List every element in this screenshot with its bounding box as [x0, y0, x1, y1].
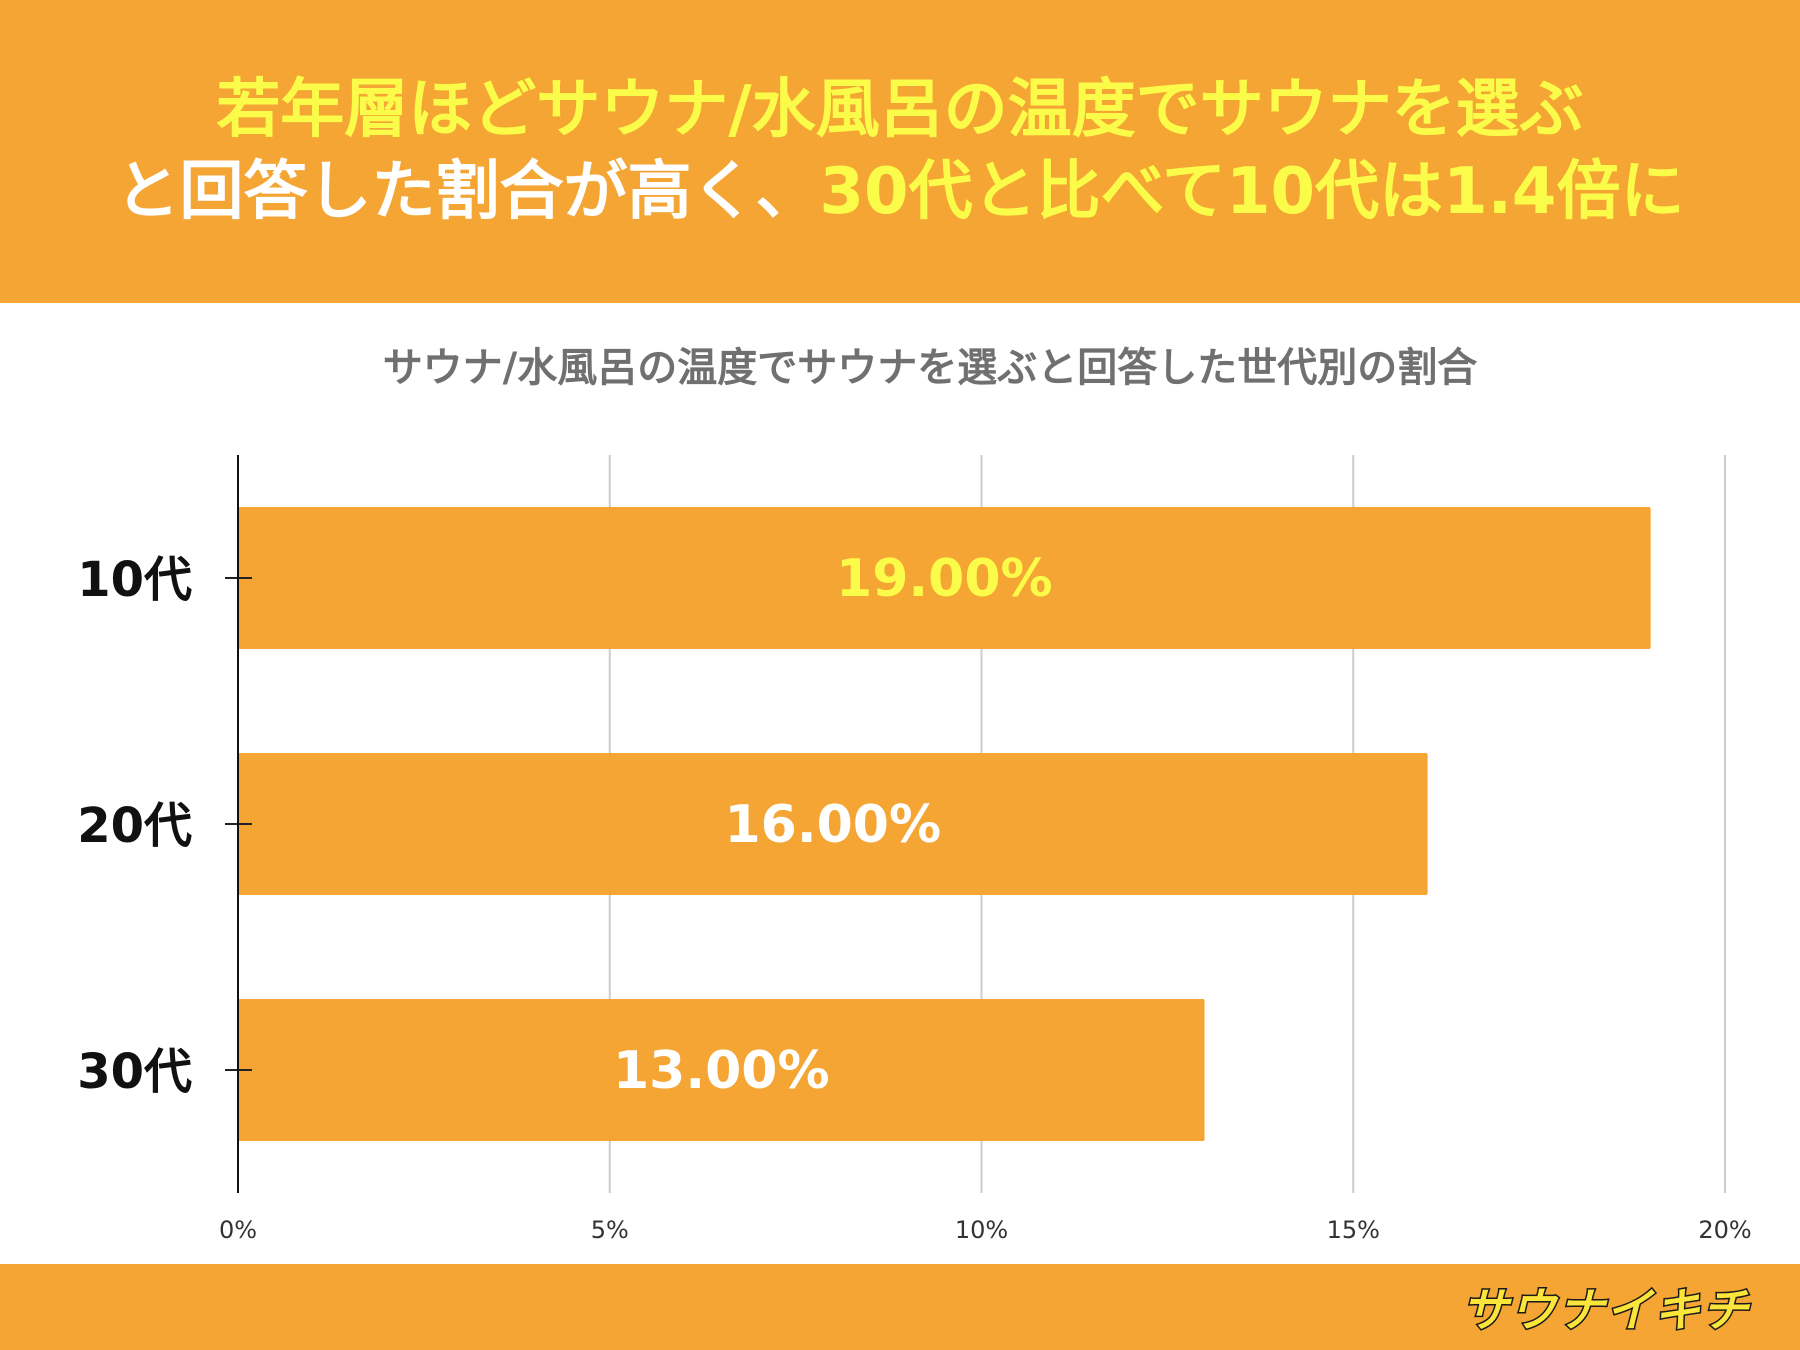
- bar-chart: サウナ/水風呂の温度でサウナを選ぶと回答した世代別の割合 0% 5% 10% 15% 20…: [77, 345, 1751, 1244]
- bar: [238, 507, 1651, 649]
- brand-logo: サウナイキチ: [1461, 1274, 1750, 1340]
- data-label: 19.00%: [836, 549, 1053, 609]
- data-label: 13.00%: [613, 1041, 830, 1101]
- bar: [238, 999, 1205, 1141]
- headline-line-2: と回答した割合が高く、30代と比べて10代は1.4倍に: [0, 152, 1800, 232]
- category-label: 20代: [77, 798, 192, 854]
- headline-line-2-highlight: 30代と比べて10代は1.4倍に: [819, 155, 1685, 229]
- headline-line-2-part-1: と回答した割合が高く、: [115, 155, 820, 229]
- category-label: 10代: [77, 552, 192, 608]
- headline-line-1: 若年層ほどサウナ/水風呂の温度でサウナを選ぶ: [216, 73, 1584, 147]
- footer-banner: サウナイキチ: [0, 1264, 1800, 1350]
- brand-logo-text: サウナイキチ: [1461, 1282, 1750, 1339]
- header-banner: 若年層ほどサウナ/水風呂の温度でサウナを選ぶ と回答した割合が高く、30代と比べ…: [0, 0, 1800, 303]
- x-tick-label: 15%: [1327, 1216, 1380, 1244]
- chart-title: サウナ/水風呂の温度でサウナを選ぶと回答した世代別の割合: [383, 345, 1478, 391]
- bar: [238, 753, 1428, 895]
- x-tick-label: 5%: [591, 1216, 629, 1244]
- category-label: 30代: [77, 1044, 192, 1100]
- x-tick-label: 20%: [1698, 1216, 1751, 1244]
- x-tick-label: 0%: [219, 1216, 257, 1244]
- data-label: 16.00%: [725, 795, 942, 855]
- x-tick-label: 10%: [955, 1216, 1008, 1244]
